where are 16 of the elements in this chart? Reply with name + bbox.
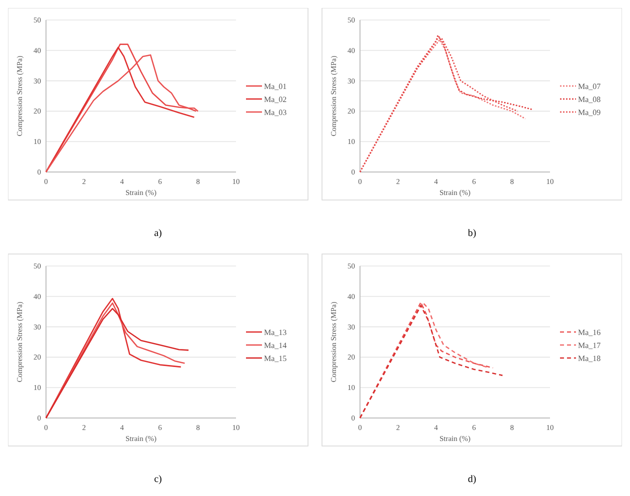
text: d) [468, 474, 476, 485]
legend-label: Ma_18 [578, 354, 601, 363]
text: c) [154, 474, 162, 485]
legend-label: Ma_16 [578, 328, 601, 337]
legend-label: Ma_07 [578, 82, 601, 91]
text: a) [154, 228, 162, 239]
text: b) [468, 228, 476, 239]
legend-label: Ma_01 [264, 82, 287, 91]
legend-label: Ma_03 [264, 108, 287, 117]
legend-label: Ma_15 [264, 354, 287, 363]
legend-label: Ma_13 [264, 328, 287, 337]
legend-label: Ma_02 [264, 95, 287, 104]
legend-label: Ma_08 [578, 95, 601, 104]
legend-label: Ma_17 [578, 341, 601, 350]
legend-label: Ma_14 [264, 341, 287, 350]
legend-label: Ma_09 [578, 108, 601, 117]
